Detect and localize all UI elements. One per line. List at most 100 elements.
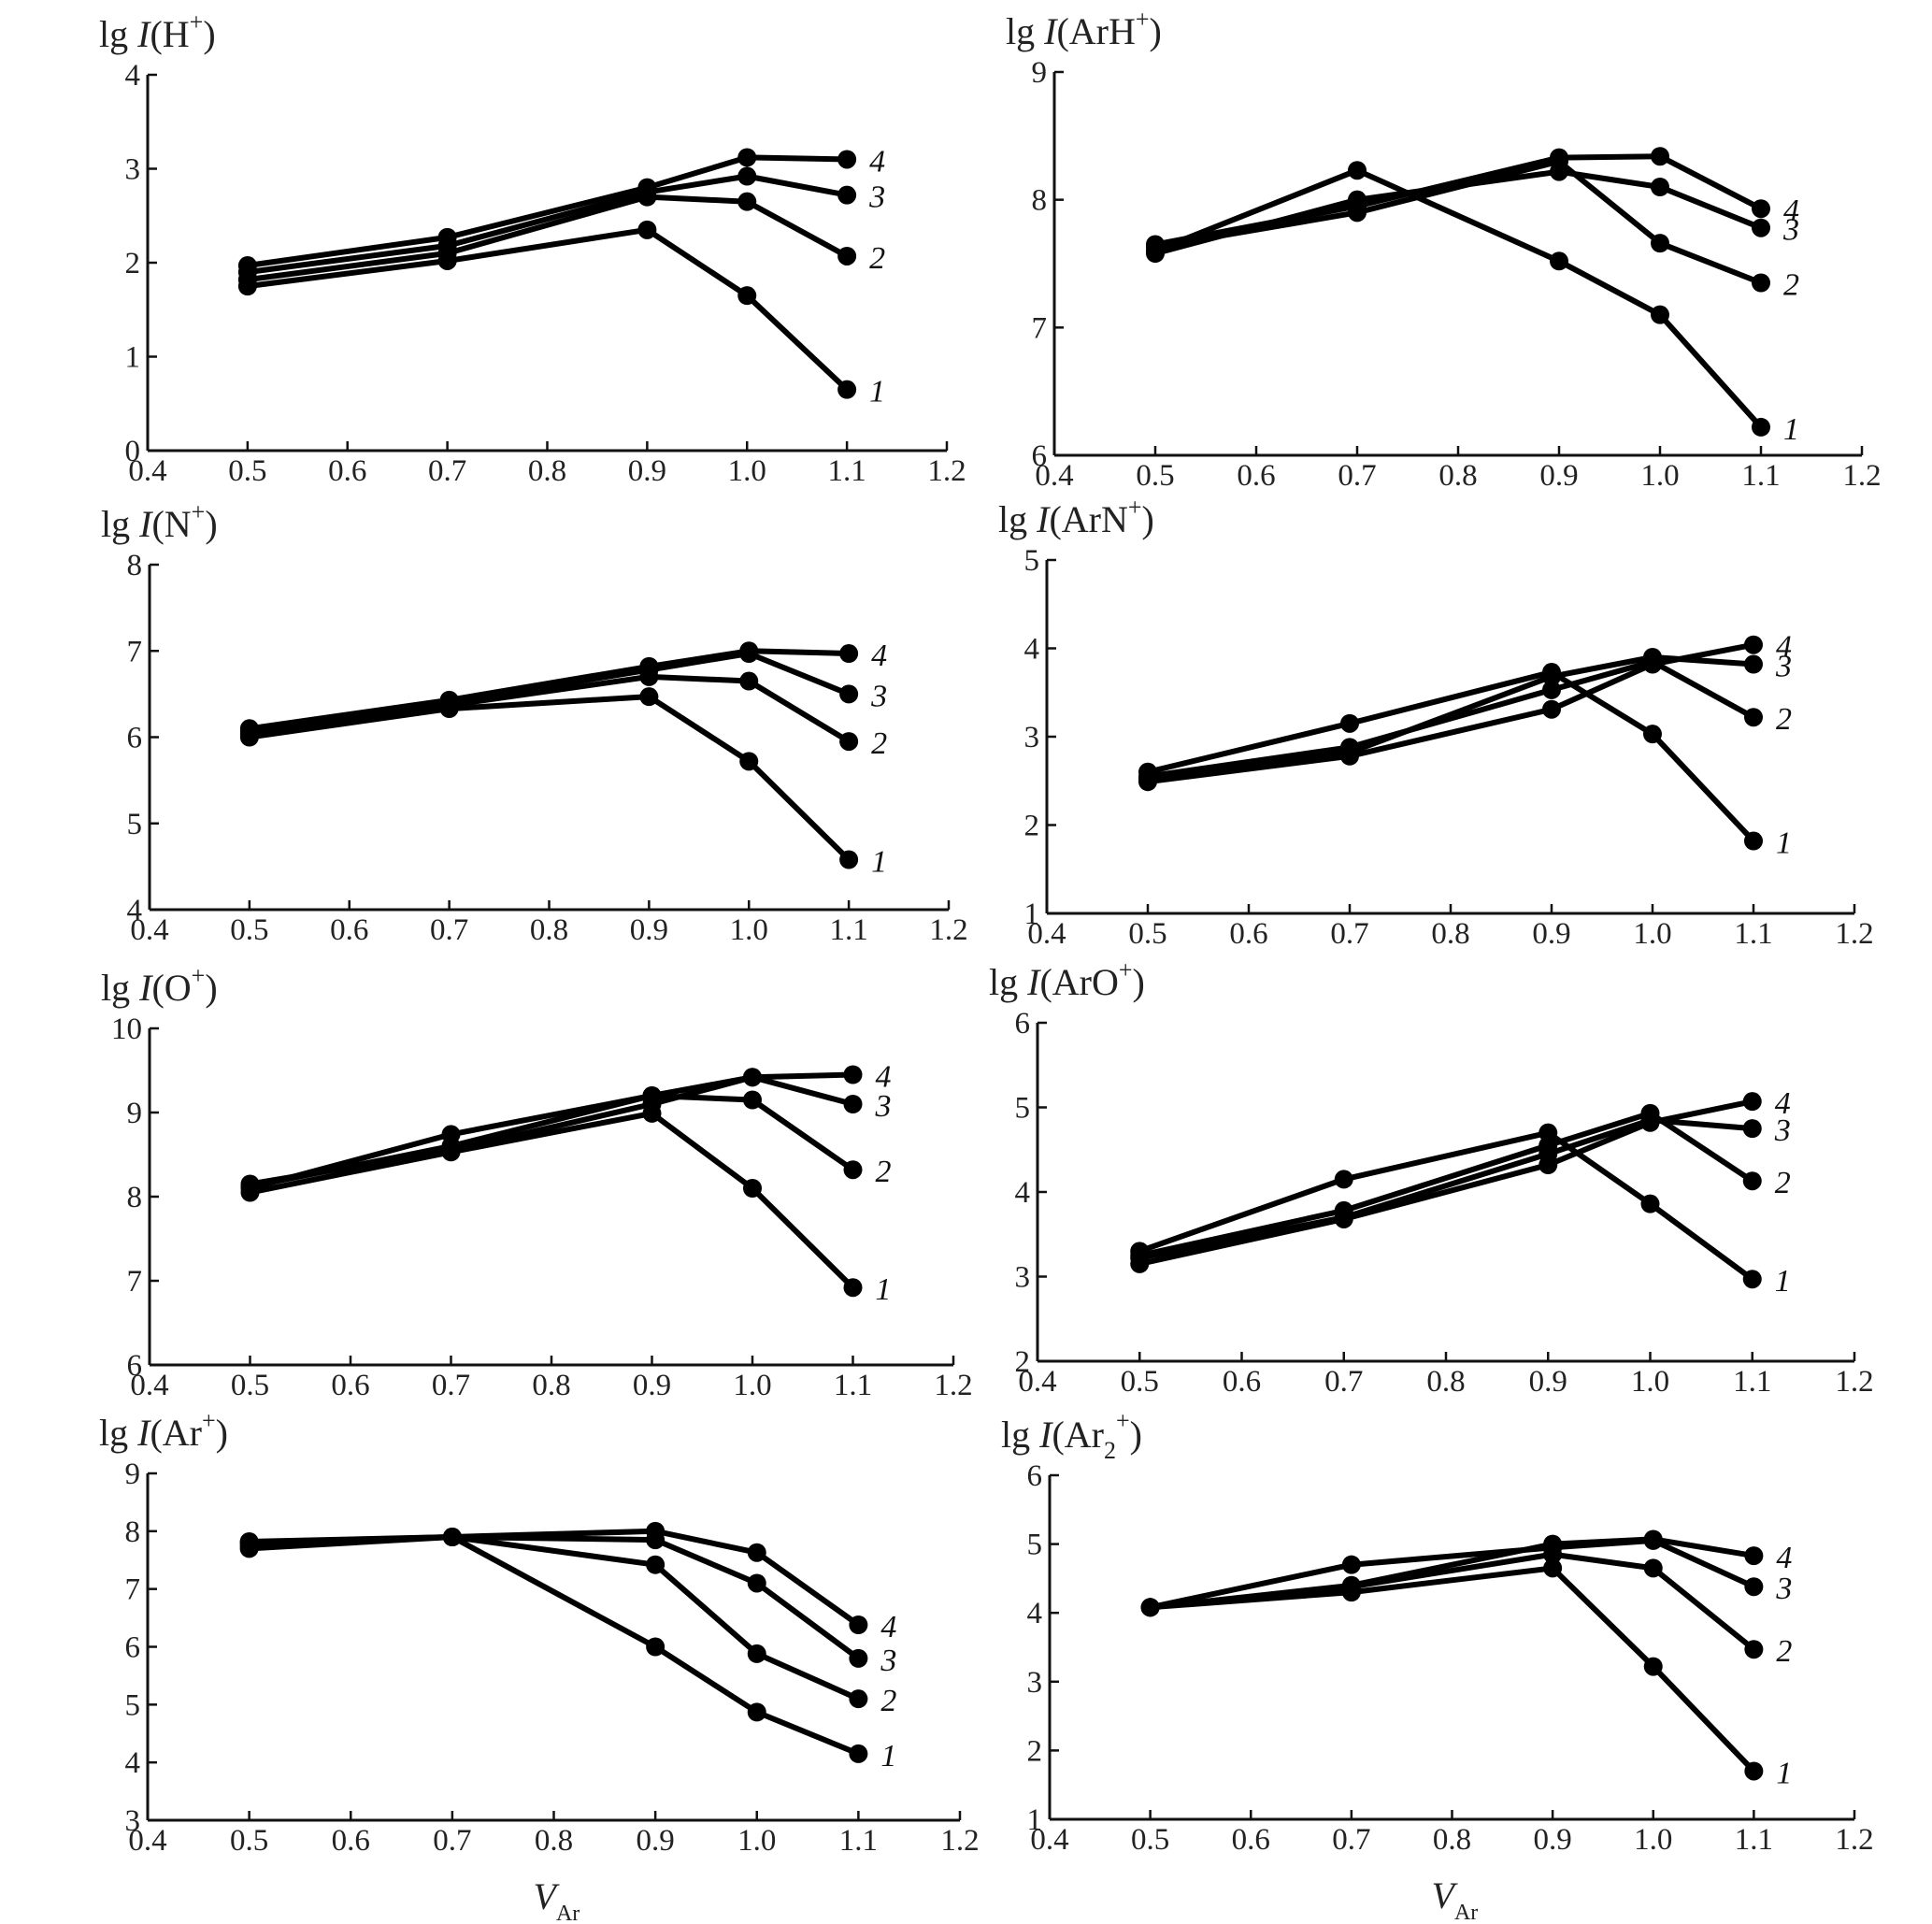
series-2-point [1752, 273, 1770, 293]
y-axis-title-prefix: lg [998, 498, 1037, 540]
series-3-label: 3 [868, 180, 885, 215]
y-axis-title: lg I(O+) [101, 962, 218, 1009]
series-4-label: 4 [1783, 194, 1799, 228]
y-tick-label: 7 [127, 635, 143, 668]
series-4-point [239, 1531, 259, 1551]
series-4-label: 4 [1776, 1541, 1792, 1575]
y-tick-label: 2 [1027, 1734, 1043, 1768]
y-tick-label: 7 [127, 1265, 143, 1299]
x-tick-label: 0.9 [1534, 1823, 1572, 1857]
x-tick-label: 1.0 [730, 913, 768, 947]
y-tick-label: 4 [125, 1746, 141, 1780]
series-1-point [1550, 251, 1568, 271]
x-tick-label: 0.7 [1324, 1365, 1363, 1399]
series-4-point [437, 227, 457, 247]
y-axis-title-prefix: lg [1006, 10, 1044, 52]
x-tick-label: 0.4 [1030, 1823, 1068, 1857]
x-tick-label: 1.0 [733, 1369, 771, 1402]
series-4-point [1340, 746, 1359, 766]
x-tick-label: 0.7 [1338, 459, 1376, 493]
y-tick-label: 4 [127, 894, 143, 927]
x-tick-label: 1.1 [830, 913, 868, 947]
y-axis-title-species: (ArH [1056, 10, 1135, 52]
x-tick-label: 0.8 [528, 454, 566, 488]
x-axis-title-sub: Ar [556, 1902, 580, 1924]
series-2-label: 2 [869, 241, 885, 276]
series-1-point [1651, 305, 1669, 324]
series-4-point [1744, 1546, 1764, 1566]
y-tick-label: 2 [1024, 810, 1040, 843]
series-1-line [1138, 1129, 1754, 1282]
chart-panel-5: 6 7 8 9 10 0.4 0.5 0.6 0.7 0.8 0.9 1.0 1.1 1.2 lg I(O+… [101, 962, 973, 1402]
y-tick-label: 5 [1015, 1092, 1031, 1126]
series-2-label: 2 [1783, 268, 1799, 303]
y-axis-title-species: (N [151, 503, 191, 545]
y-axis-title-prefix: lg [989, 961, 1027, 1003]
y-axis-title: lg I(ArN+) [998, 494, 1154, 540]
x-tick-label: 1.2 [1835, 1823, 1873, 1857]
series-2-point [837, 246, 857, 266]
y-tick-label: 0 [125, 435, 141, 468]
series-1-point [747, 1702, 766, 1722]
x-tick-label: 1.1 [1734, 917, 1772, 951]
series-4-point [1348, 196, 1367, 216]
series-4-point [1643, 654, 1662, 674]
series-3-label: 3 [1775, 1572, 1792, 1606]
y-axis-title: lg I(H+) [99, 8, 216, 55]
y-tick-label: 5 [127, 808, 143, 841]
series-1-point [839, 850, 859, 869]
x-tick-label: 1.1 [828, 454, 866, 488]
y-axis-title-species: (Ar [1052, 1414, 1104, 1456]
x-tick-label: 1.1 [1735, 1823, 1773, 1857]
series-3-point [837, 185, 857, 205]
y-axis-title-species: (ArO [1039, 961, 1118, 1003]
y-axis-title-suffix: ) [1133, 961, 1145, 1003]
series-1-line [249, 1534, 860, 1757]
series-4-label: 4 [880, 1610, 896, 1644]
y-tick-label: 3 [1024, 721, 1040, 754]
series-4-point [1146, 235, 1165, 254]
series-1-label: 1 [869, 375, 885, 409]
series-4-point [1752, 199, 1770, 219]
series-1-point [743, 1179, 762, 1198]
y-axis-title-sup: + [192, 498, 206, 525]
series-4-point [747, 1543, 766, 1562]
series-4-point [442, 1528, 462, 1547]
y-tick-label: 5 [125, 1688, 141, 1722]
x-tick-label: 1.0 [737, 1824, 776, 1858]
series-4-point [1140, 1598, 1160, 1617]
y-axis-title-suffix: ) [1150, 10, 1162, 52]
series-3-point [839, 684, 859, 704]
x-tick-label: 1.0 [1633, 917, 1671, 951]
y-axis-title-suffix: ) [216, 1412, 228, 1454]
x-axis-title: VAr [534, 1875, 580, 1924]
x-tick-label: 0.7 [433, 1824, 471, 1858]
y-tick-label: 6 [127, 1349, 143, 1383]
x-tick-label: 1.1 [834, 1369, 872, 1402]
x-tick-label: 0.9 [628, 454, 666, 488]
series-4-label: 4 [871, 639, 887, 673]
y-tick-label: 6 [127, 722, 143, 755]
x-tick-label: 0.8 [535, 1824, 573, 1858]
y-axis-title-sup: + [1128, 494, 1142, 521]
series-4-line [250, 1071, 853, 1187]
series-2-point [743, 1090, 762, 1110]
x-tick-label: 0.8 [530, 913, 568, 947]
y-axis-title: lg I(N+) [101, 498, 218, 545]
series-2-point [1744, 1640, 1764, 1659]
y-tick-label: 4 [125, 59, 141, 93]
x-tick-label: 0.9 [633, 1369, 671, 1402]
y-tick-label: 8 [1032, 184, 1048, 218]
x-tick-label: 0.6 [332, 1824, 370, 1858]
y-tick-label: 8 [127, 1181, 143, 1214]
series-1-label: 1 [1783, 412, 1799, 447]
y-axis-title-italic: I [1026, 961, 1041, 1003]
y-axis-title-italic: I [138, 503, 153, 545]
x-tick-label: 0.6 [331, 1369, 369, 1402]
series-4-point [1130, 1254, 1150, 1273]
x-tick-label: 0.7 [430, 913, 468, 947]
series-4-point [1542, 699, 1561, 719]
y-tick-label: 6 [1027, 1459, 1043, 1493]
